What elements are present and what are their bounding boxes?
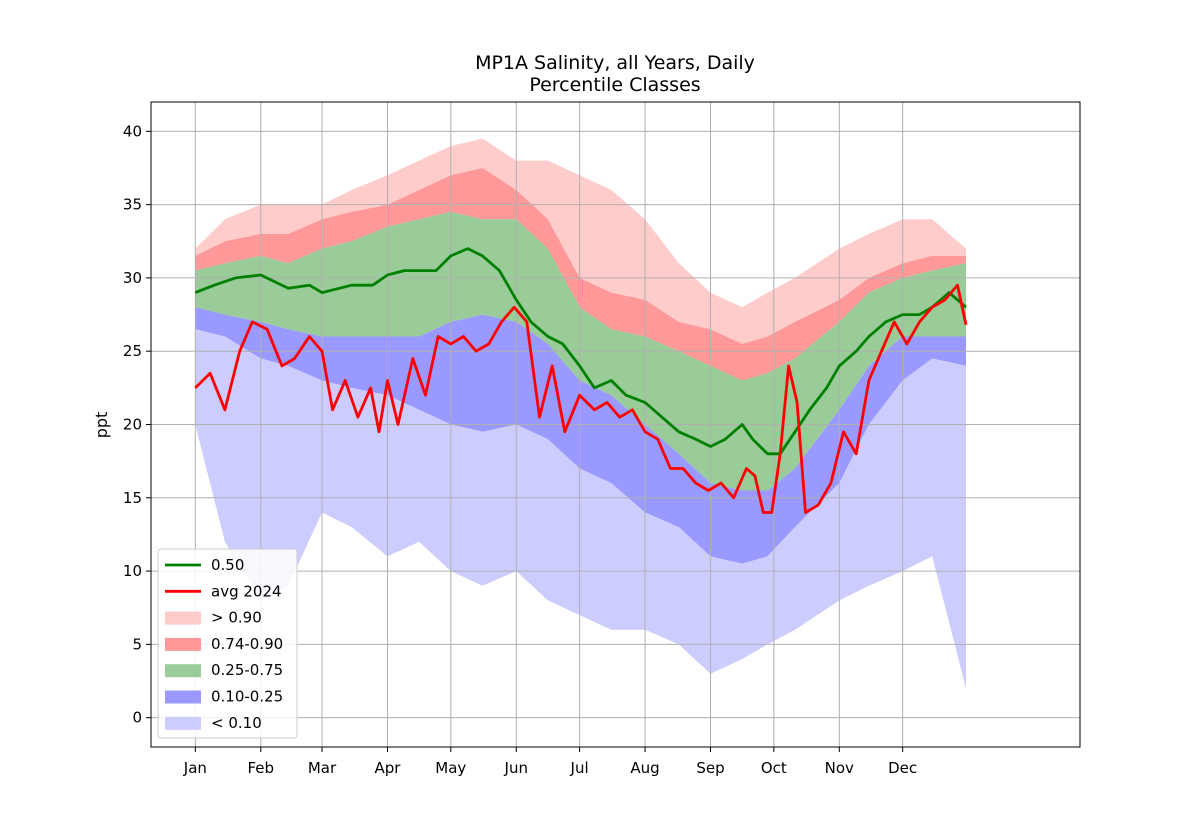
y-tick-label: 20 (123, 416, 142, 434)
y-tick-label: 0 (132, 709, 142, 727)
x-axis: Jan Feb Mar Apr May Jun Jul Aug Sep Oct Nov Dec (183, 747, 917, 777)
y-axis-label: ppt (92, 412, 111, 439)
grid (151, 102, 1080, 747)
legend-label: 0.74-0.90 (211, 635, 283, 653)
x-tick-label: May (435, 759, 466, 777)
x-tick-label: Nov (825, 759, 854, 777)
y-tick-label: 5 (132, 635, 142, 653)
legend-patch-swatch (165, 690, 201, 704)
legend-label: > 0.90 (211, 609, 262, 627)
x-tick-label: Jul (570, 759, 589, 777)
x-tick-label: Dec (888, 759, 917, 777)
series-median-line (194, 247, 967, 456)
chart-title: MP1A Salinity, all Years, Daily (475, 52, 755, 74)
x-tick-label: Apr (374, 759, 401, 777)
legend-label: 0.10-0.25 (211, 688, 283, 706)
y-tick-label: 30 (123, 269, 142, 287)
legend-patch-swatch (165, 611, 201, 625)
legend: 0.50 avg 2024 > 0.90 0.74-0.90 0.25-0.75 0.10… (157, 548, 298, 739)
x-tick-label: Sep (696, 759, 724, 777)
y-axis: 0 5 10 15 20 25 30 35 40 (123, 122, 151, 727)
x-tick-label: Jan (183, 759, 207, 777)
series-avg-2024-line (194, 283, 968, 514)
legend-patch-swatch (165, 664, 201, 678)
x-tick-label: Mar (308, 759, 337, 777)
band-below-p10 (195, 329, 967, 689)
x-tick-label: Jun (504, 759, 528, 777)
series-lines (194, 247, 968, 514)
legend-label: avg 2024 (211, 582, 282, 600)
legend-label: 0.25-0.75 (211, 661, 283, 679)
legend-patch-swatch (165, 716, 201, 730)
band-p74-p90 (195, 168, 967, 381)
legend-label: < 0.10 (211, 714, 262, 732)
legend-patch-swatch (165, 637, 201, 651)
legend-label: 0.50 (211, 556, 244, 574)
y-tick-label: 25 (123, 342, 142, 360)
chart-subtitle: Percentile Classes (529, 74, 700, 96)
x-tick-label: Oct (761, 759, 787, 777)
y-tick-label: 40 (123, 122, 142, 140)
y-tick-label: 35 (123, 196, 142, 214)
percentile-bands (195, 138, 967, 689)
band-above-p90 (195, 138, 967, 344)
y-tick-label: 10 (123, 562, 142, 580)
y-tick-label: 15 (123, 489, 142, 507)
x-tick-label: Aug (630, 759, 659, 777)
x-tick-label: Feb (248, 759, 275, 777)
